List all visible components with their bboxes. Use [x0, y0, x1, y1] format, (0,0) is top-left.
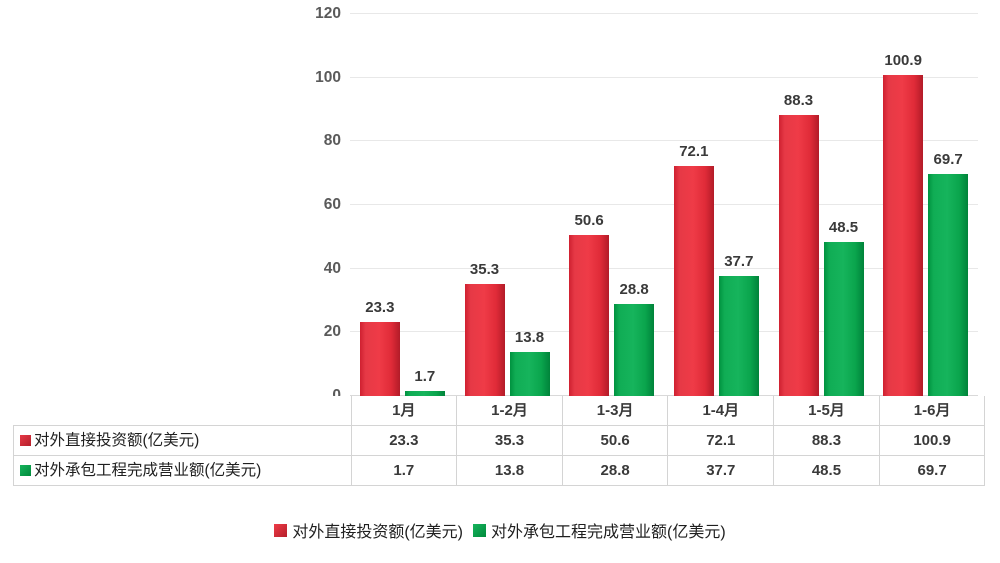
table-header-row: 1月 1-2月 1-3月 1-4月 1-5月 1-6月 [13, 396, 986, 426]
gridline-0 [350, 395, 978, 396]
table-cell: 28.8 [561, 455, 669, 486]
gridline-20 [350, 331, 978, 333]
table-column-header: 1-5月 [773, 396, 880, 426]
bar[interactable] [404, 390, 445, 396]
bar-value-label: 23.3 [365, 298, 395, 316]
bar[interactable] [509, 352, 550, 396]
table-column-header: 1-2月 [456, 396, 563, 426]
legend-swatch-green-icon [473, 523, 486, 537]
gridline-120 [350, 13, 978, 14]
bar-value-label: 28.8 [619, 281, 649, 299]
table-cell: 48.5 [773, 455, 880, 486]
bar[interactable] [359, 321, 400, 396]
bars-layer: 23.3 1.7 35.3 13.8 50.6 28.8 72.1 37.7 88.3 48.5 1… [350, 14, 978, 396]
bar-value-label: 13.8 [514, 329, 545, 347]
table-row: 对外直接投资额(亿美元) 23.3 35.3 50.6 72.1 88.3 100.9 [13, 425, 986, 456]
bar[interactable] [778, 114, 819, 396]
table-column-header: 1月 [350, 396, 458, 426]
series-swatch-green-icon [20, 464, 31, 476]
legend-item[interactable]: 对外承包工程完成营业额(亿美元) [473, 518, 726, 542]
table-row-label-text: 对外直接投资额(亿美元) [34, 431, 200, 449]
bar-value-label: 37.7 [724, 253, 754, 270]
table-cell: 72.1 [667, 425, 775, 456]
y-axis-tick-label: 100 [315, 68, 341, 86]
bar[interactable] [614, 304, 655, 396]
y-axis-tick-label: 120 [315, 5, 341, 22]
table-row-label-text: 对外承包工程完成营业额(亿美元) [34, 461, 262, 479]
y-axis-tick-label: 40 [323, 259, 341, 277]
bar-value-label: 72.1 [679, 143, 709, 161]
bar[interactable] [569, 234, 610, 396]
bar[interactable] [673, 166, 714, 396]
table-cell: 50.6 [561, 425, 669, 456]
table-row: 对外承包工程完成营业额(亿美元) 1.7 13.8 28.8 37.7 48.5 69.7 [13, 455, 986, 486]
data-table-body: 1月 1-2月 1-3月 1-4月 1-5月 1-6月对外直接投资额(亿美元) 23.3 35… [13, 396, 986, 486]
table-row-label: 对外承包工程完成营业额(亿美元) [13, 455, 352, 486]
bar[interactable] [928, 174, 969, 396]
table-cell: 69.7 [878, 455, 986, 486]
plot-area: 23.3 1.7 35.3 13.8 50.6 28.8 72.1 37.7 88.3 48.5 1… [350, 13, 978, 396]
table-column-header: 1-4月 [667, 396, 775, 426]
bar-value-label: 35.3 [469, 260, 500, 278]
bar[interactable] [464, 283, 505, 396]
bar[interactable] [883, 74, 924, 396]
bar-value-label: 88.3 [783, 91, 814, 109]
gridline-40 [350, 267, 978, 269]
bar[interactable] [823, 241, 864, 396]
table-cell: 13.8 [456, 455, 563, 486]
legend-item[interactable]: 对外直接投资额(亿美元) [274, 518, 463, 542]
bar-value-label: 50.6 [574, 211, 604, 229]
table-corner-cell [13, 396, 352, 426]
bar-value-label: 69.7 [933, 151, 963, 169]
legend-swatch-red-icon [274, 523, 288, 537]
bar-value-label: 100.9 [884, 51, 922, 69]
table-cell: 23.3 [350, 425, 458, 456]
table-cell: 37.7 [667, 455, 775, 486]
bar-value-label: 1.7 [414, 367, 436, 385]
data-table: 1月 1-2月 1-3月 1-4月 1-5月 1-6月对外直接投资额(亿美元) 23.3 35… [13, 396, 986, 486]
table-cell: 100.9 [878, 425, 986, 456]
table-cell: 35.3 [456, 425, 563, 456]
table-row-label: 对外直接投资额(亿美元) [13, 425, 352, 456]
y-axis-tick-label: 60 [323, 196, 341, 213]
table-cell: 1.7 [350, 455, 458, 486]
table-cell: 88.3 [773, 425, 880, 456]
legend-item-label: 对外承包工程完成营业额(亿美元) [491, 524, 726, 541]
table-column-header: 1-3月 [561, 396, 669, 426]
legend-item-label: 对外直接投资额(亿美元) [292, 524, 463, 541]
gridline-80 [350, 140, 978, 142]
gridline-60 [350, 204, 978, 205]
bar[interactable] [718, 276, 759, 396]
y-axis-tick-label: 80 [323, 132, 341, 150]
chart-legend: 对外直接投资额(亿美元) 对外承包工程完成营业额(亿美元) [0, 518, 1000, 542]
series-swatch-red-icon [20, 434, 31, 446]
table-column-header: 1-6月 [878, 396, 986, 426]
bar-value-label: 48.5 [828, 218, 859, 236]
gridline-100 [350, 76, 978, 78]
y-axis-tick-label: 20 [323, 323, 341, 341]
